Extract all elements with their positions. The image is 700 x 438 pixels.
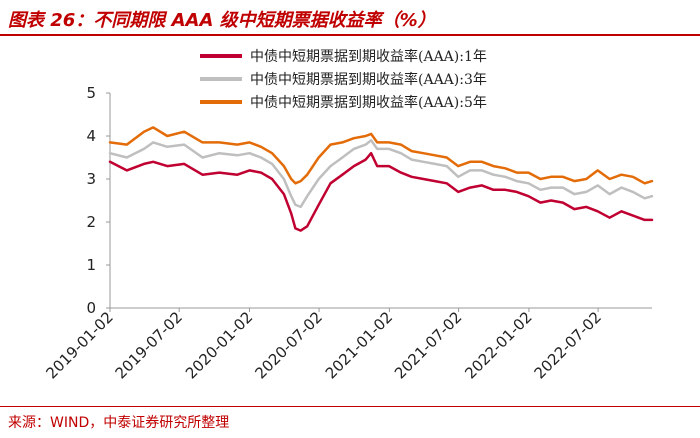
x-tick-label: 2020-07-02 — [252, 308, 326, 382]
x-tick-label: 2021-01-02 — [322, 308, 396, 382]
series-line-1y — [108, 151, 654, 232]
source-note: 来源：WIND，中泰证券研究所整理 — [8, 415, 230, 431]
legend-entry-3y-label: 中债中短期票据到期收益率(AAA):3年 — [250, 71, 487, 88]
legend-entry-1y-label: 中债中短期票据到期收益率(AAA):1年 — [250, 48, 487, 65]
chart-series-lines — [108, 126, 654, 232]
title-rule — [0, 34, 700, 36]
series-line-3y — [108, 139, 654, 209]
x-tick-label: 2019-01-02 — [42, 308, 116, 382]
yield-line-chart: 0 1 2 3 4 5 2019-01-022019-07-022020-01-022020… — [42, 48, 654, 382]
legend-entry-5y-label: 中债中短期票据到期收益率(AAA):5年 — [250, 94, 487, 111]
source-rule — [0, 406, 700, 407]
x-tick-label: 2022-07-02 — [531, 308, 605, 382]
x-tick-label: 2022-01-02 — [461, 308, 535, 382]
y-tick-label: 4 — [86, 127, 96, 145]
y-tick-label: 1 — [86, 256, 96, 274]
chart-axes: 0 1 2 3 4 5 2019-01-022019-07-022020-01-022020… — [42, 84, 652, 382]
y-tick-label: 2 — [86, 213, 96, 231]
figure-title: 图表 26：不同期限 AAA 级中短期票据收益率（%） — [8, 10, 436, 31]
x-tick-label: 2019-07-02 — [112, 308, 186, 382]
chart-legend: 中债中短期票据到期收益率(AAA):1年中债中短期票据到期收益率(AAA):3年… — [200, 48, 487, 111]
x-tick-label: 2021-07-02 — [391, 308, 465, 382]
y-tick-label: 0 — [86, 299, 96, 317]
x-tick-label: 2020-01-02 — [182, 308, 256, 382]
y-tick-label: 3 — [86, 170, 96, 188]
series-line-5y — [108, 126, 654, 185]
y-tick-label: 5 — [86, 84, 96, 102]
